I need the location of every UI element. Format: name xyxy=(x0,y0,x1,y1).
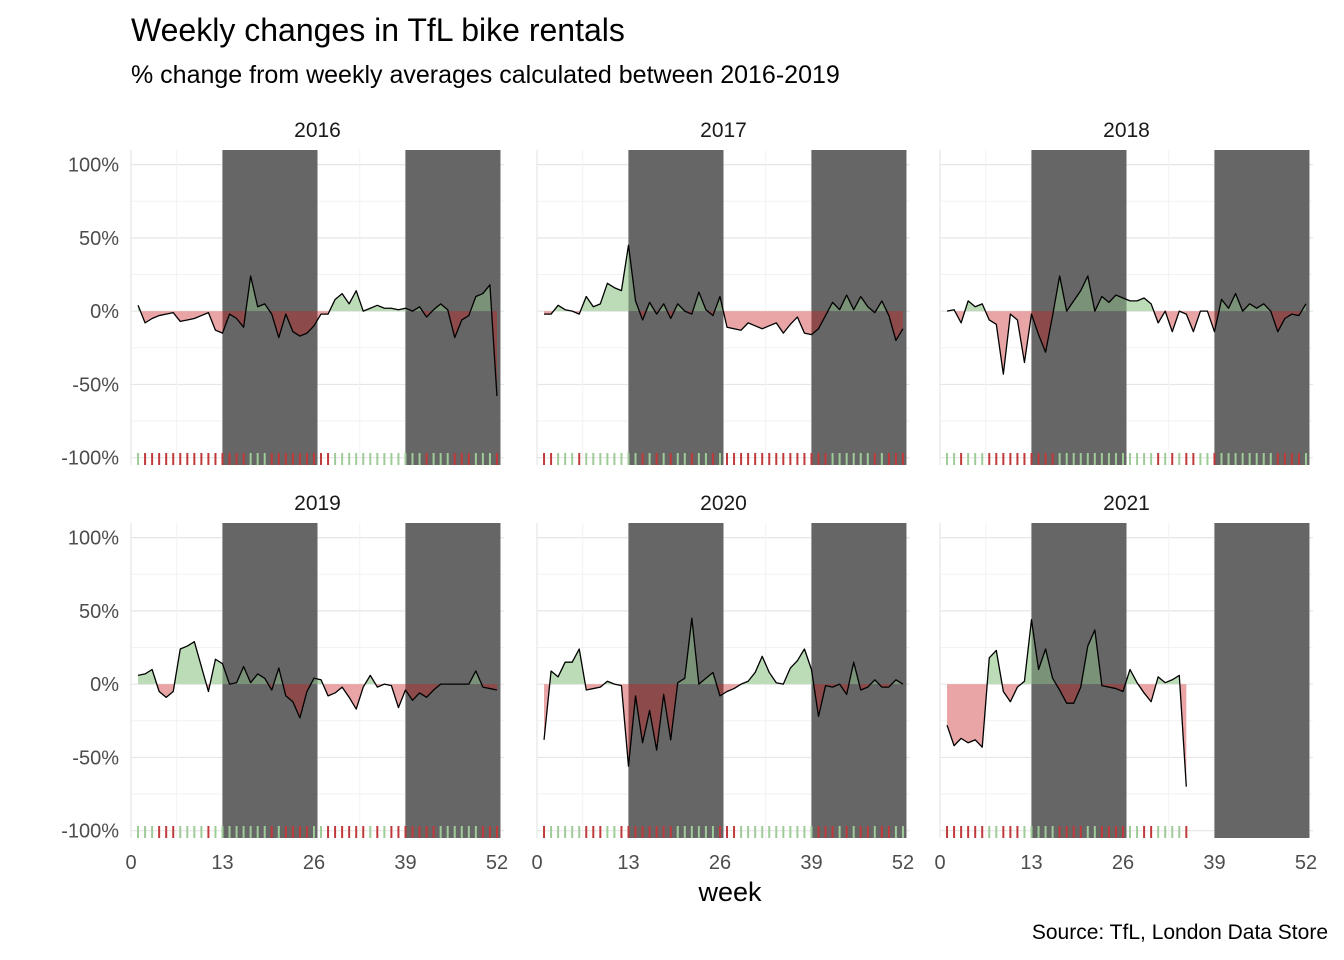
facet-strip-label: 2017 xyxy=(700,119,747,142)
x-tick-label: 26 xyxy=(709,852,731,874)
positive-change-area xyxy=(544,618,903,685)
chart-subtitle: % change from weekly averages calculated… xyxy=(131,61,840,89)
x-tick-label: 52 xyxy=(1295,852,1317,874)
positive-change-area-in-band xyxy=(405,284,497,312)
positive-change-area-in-band xyxy=(1031,619,1127,685)
negative-change-area-in-band xyxy=(628,684,724,767)
x-tick-label: 13 xyxy=(617,852,639,874)
negative-change-area-in-band xyxy=(811,311,903,341)
facet-2019: 2019 -100% -50% 0% 50% 100% 0 13 26 39 52 xyxy=(61,492,508,874)
facet-2017: 2017 xyxy=(536,119,910,465)
facet-2021: 2021 0 13 26 39 52 xyxy=(934,492,1317,874)
x-tick-label: 0 xyxy=(531,852,542,874)
shaded-band xyxy=(1214,523,1310,838)
positive-change-area-in-band xyxy=(811,662,903,685)
x-tick-label: 0 xyxy=(934,852,945,874)
y-tick-label: 100% xyxy=(68,528,119,550)
x-tick-label: 26 xyxy=(303,852,325,874)
facet-2016: 2016 -100% -50% 0% 50% 100% xyxy=(61,119,504,470)
shaded-band xyxy=(405,523,501,838)
weekly-change-line xyxy=(137,275,498,397)
x-tick-label: 39 xyxy=(394,852,416,874)
y-tick-label: -50% xyxy=(72,747,119,769)
shaded-band xyxy=(222,523,318,838)
x-tick-label: 26 xyxy=(1112,852,1134,874)
x-tick-label: 0 xyxy=(125,852,136,874)
negative-change-area-in-band xyxy=(222,311,318,338)
positive-change-area-in-band xyxy=(405,670,497,685)
negative-change-area xyxy=(947,684,1187,787)
weekly-change-line xyxy=(137,641,498,719)
facet-strip-label: 2021 xyxy=(1103,492,1150,515)
facet-2020: 2020 0 13 26 39 52 xyxy=(531,492,914,874)
positive-change-area-in-band xyxy=(1214,293,1306,312)
facet-2018: 2018 xyxy=(939,119,1313,465)
x-tick-label: 52 xyxy=(486,852,508,874)
y-tick-label: 100% xyxy=(68,155,119,177)
y-tick-label: -100% xyxy=(61,821,119,843)
shaded-band xyxy=(222,150,318,465)
facet-strip-label: 2016 xyxy=(294,119,341,142)
y-tick-label: -100% xyxy=(61,448,119,470)
y-tick-label: -50% xyxy=(72,374,119,396)
weekly-change-line xyxy=(946,275,1307,375)
weekly-change-line xyxy=(543,617,904,767)
positive-change-area-in-band xyxy=(222,663,318,685)
negative-change-area-in-band xyxy=(1214,311,1306,332)
facet-strip-label: 2020 xyxy=(700,492,747,515)
x-tick-label: 52 xyxy=(892,852,914,874)
facet-strip-label: 2019 xyxy=(294,492,341,515)
x-tick-label: 13 xyxy=(211,852,233,874)
negative-change-area-in-band xyxy=(405,684,497,701)
chart-title: Weekly changes in TfL bike rentals xyxy=(131,12,625,48)
negative-change-area-in-band xyxy=(222,684,318,718)
x-tick-label: 39 xyxy=(800,852,822,874)
x-tick-label: 39 xyxy=(1203,852,1225,874)
facet-strip-label: 2018 xyxy=(1103,119,1150,142)
positive-change-area-in-band xyxy=(811,295,903,312)
negative-change-area-in-band xyxy=(1031,684,1127,704)
y-tick-label: 0% xyxy=(90,301,119,323)
y-tick-label: 0% xyxy=(90,674,119,696)
negative-change-area-in-band xyxy=(1031,311,1127,353)
x-axis-label: week xyxy=(698,877,762,907)
y-tick-label: 50% xyxy=(79,228,119,250)
y-tick-label: 50% xyxy=(79,601,119,623)
chart-caption: Source: TfL, London Data Store xyxy=(1031,921,1328,944)
weekly-change-line xyxy=(946,619,1187,787)
x-tick-label: 13 xyxy=(1020,852,1042,874)
weekly-change-line xyxy=(544,244,904,342)
negative-change-area-in-band xyxy=(811,684,903,717)
